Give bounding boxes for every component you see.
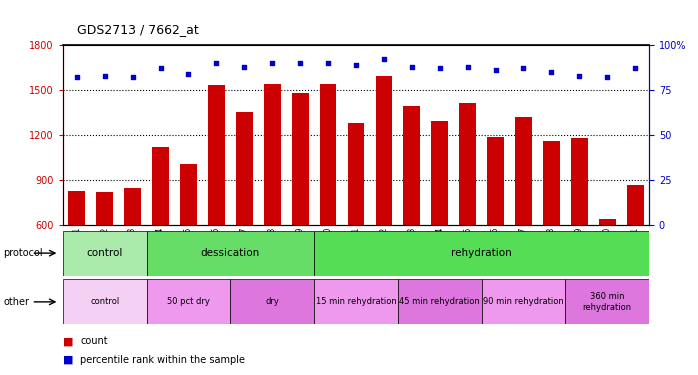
Bar bbox=[292, 93, 309, 225]
Bar bbox=[236, 112, 253, 225]
Point bbox=[518, 65, 529, 71]
Bar bbox=[515, 117, 532, 225]
Text: 15 min rehydration: 15 min rehydration bbox=[315, 297, 396, 306]
Bar bbox=[571, 138, 588, 225]
Bar bbox=[208, 86, 225, 225]
Point bbox=[546, 69, 557, 75]
Bar bbox=[63, 279, 147, 324]
Text: other: other bbox=[3, 297, 29, 307]
Bar bbox=[599, 219, 616, 225]
Point bbox=[183, 71, 194, 77]
Bar bbox=[398, 279, 482, 324]
Bar bbox=[180, 164, 197, 225]
Text: percentile rank within the sample: percentile rank within the sample bbox=[80, 355, 245, 365]
Bar bbox=[68, 190, 85, 225]
Point bbox=[378, 56, 389, 62]
Text: ■: ■ bbox=[63, 336, 73, 346]
Bar bbox=[230, 279, 314, 324]
Point bbox=[239, 64, 250, 70]
Text: dry: dry bbox=[265, 297, 279, 306]
Text: 45 min rehydration: 45 min rehydration bbox=[399, 297, 480, 306]
Bar bbox=[565, 279, 649, 324]
Point bbox=[99, 73, 110, 79]
Bar bbox=[487, 136, 504, 225]
Point bbox=[406, 64, 417, 70]
Point bbox=[630, 65, 641, 71]
Text: control: control bbox=[90, 297, 119, 306]
Bar bbox=[147, 231, 314, 276]
Point bbox=[71, 74, 82, 80]
Point bbox=[211, 60, 222, 66]
Point bbox=[490, 67, 501, 73]
Point bbox=[322, 60, 334, 66]
Text: count: count bbox=[80, 336, 108, 346]
Bar bbox=[147, 279, 230, 324]
Point bbox=[267, 60, 278, 66]
Bar bbox=[314, 279, 398, 324]
Point bbox=[295, 60, 306, 66]
Bar bbox=[314, 231, 649, 276]
Bar bbox=[482, 279, 565, 324]
Text: ■: ■ bbox=[63, 355, 73, 365]
Point bbox=[155, 65, 166, 71]
Bar bbox=[431, 122, 448, 225]
Bar bbox=[543, 141, 560, 225]
Point bbox=[434, 65, 445, 71]
Text: GDS2713 / 7662_at: GDS2713 / 7662_at bbox=[77, 22, 198, 36]
Bar bbox=[96, 192, 113, 225]
Point bbox=[350, 62, 362, 68]
Bar bbox=[627, 184, 644, 225]
Point bbox=[574, 73, 585, 79]
Bar bbox=[320, 84, 336, 225]
Bar bbox=[403, 106, 420, 225]
Point bbox=[462, 64, 473, 70]
Bar bbox=[376, 76, 392, 225]
Text: 50 pct dry: 50 pct dry bbox=[167, 297, 210, 306]
Point bbox=[602, 74, 613, 80]
Text: protocol: protocol bbox=[3, 248, 43, 258]
Point bbox=[127, 74, 138, 80]
Bar bbox=[264, 84, 281, 225]
Text: dessication: dessication bbox=[201, 248, 260, 258]
Text: control: control bbox=[87, 248, 123, 258]
Text: rehydration: rehydration bbox=[451, 248, 512, 258]
Bar bbox=[459, 104, 476, 225]
Bar bbox=[348, 123, 364, 225]
Bar bbox=[152, 147, 169, 225]
Text: 90 min rehydration: 90 min rehydration bbox=[483, 297, 564, 306]
Bar bbox=[63, 231, 147, 276]
Bar bbox=[124, 188, 141, 225]
Text: 360 min
rehydration: 360 min rehydration bbox=[583, 292, 632, 312]
